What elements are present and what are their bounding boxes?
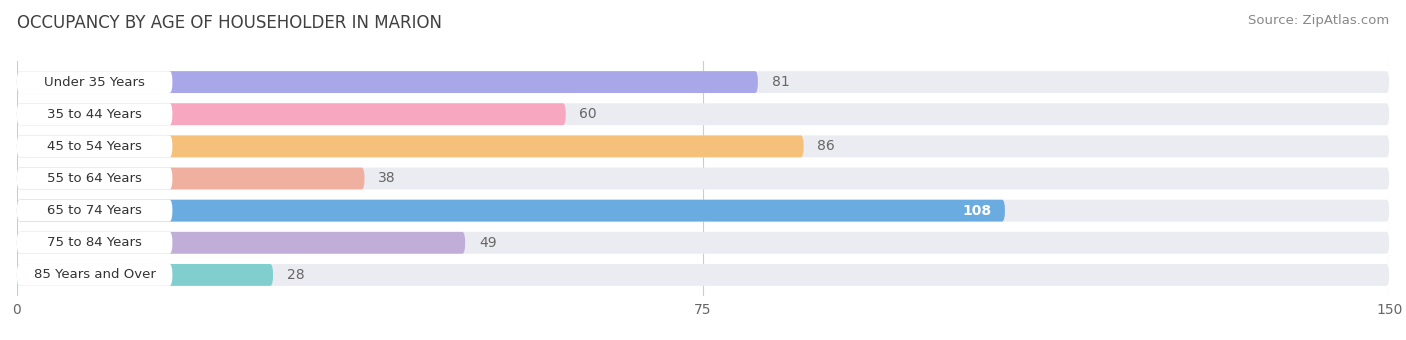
Text: 65 to 74 Years: 65 to 74 Years xyxy=(48,204,142,217)
FancyBboxPatch shape xyxy=(17,71,1389,93)
Text: 28: 28 xyxy=(287,268,304,282)
FancyBboxPatch shape xyxy=(17,200,1389,222)
Text: 86: 86 xyxy=(817,139,835,153)
FancyBboxPatch shape xyxy=(17,264,273,286)
FancyBboxPatch shape xyxy=(17,103,1389,125)
FancyBboxPatch shape xyxy=(17,168,173,189)
FancyBboxPatch shape xyxy=(17,135,1389,157)
FancyBboxPatch shape xyxy=(17,103,173,125)
FancyBboxPatch shape xyxy=(17,103,565,125)
Text: 108: 108 xyxy=(962,204,991,218)
Text: 55 to 64 Years: 55 to 64 Years xyxy=(48,172,142,185)
FancyBboxPatch shape xyxy=(17,200,1005,222)
Text: 81: 81 xyxy=(772,75,789,89)
Text: 75 to 84 Years: 75 to 84 Years xyxy=(48,236,142,249)
FancyBboxPatch shape xyxy=(17,232,465,254)
Text: 35 to 44 Years: 35 to 44 Years xyxy=(48,108,142,121)
Text: 38: 38 xyxy=(378,171,396,186)
Text: Source: ZipAtlas.com: Source: ZipAtlas.com xyxy=(1249,14,1389,27)
Text: 49: 49 xyxy=(479,236,496,250)
Text: 60: 60 xyxy=(579,107,598,121)
FancyBboxPatch shape xyxy=(17,135,173,157)
FancyBboxPatch shape xyxy=(17,200,173,222)
FancyBboxPatch shape xyxy=(17,135,804,157)
Text: 85 Years and Over: 85 Years and Over xyxy=(34,268,156,282)
Text: OCCUPANCY BY AGE OF HOUSEHOLDER IN MARION: OCCUPANCY BY AGE OF HOUSEHOLDER IN MARIO… xyxy=(17,14,441,32)
FancyBboxPatch shape xyxy=(17,264,173,286)
FancyBboxPatch shape xyxy=(17,264,1389,286)
FancyBboxPatch shape xyxy=(17,232,173,254)
FancyBboxPatch shape xyxy=(17,71,173,93)
FancyBboxPatch shape xyxy=(17,232,1389,254)
FancyBboxPatch shape xyxy=(17,168,364,189)
FancyBboxPatch shape xyxy=(17,168,1389,189)
Text: Under 35 Years: Under 35 Years xyxy=(44,75,145,89)
Text: 45 to 54 Years: 45 to 54 Years xyxy=(48,140,142,153)
FancyBboxPatch shape xyxy=(17,71,758,93)
